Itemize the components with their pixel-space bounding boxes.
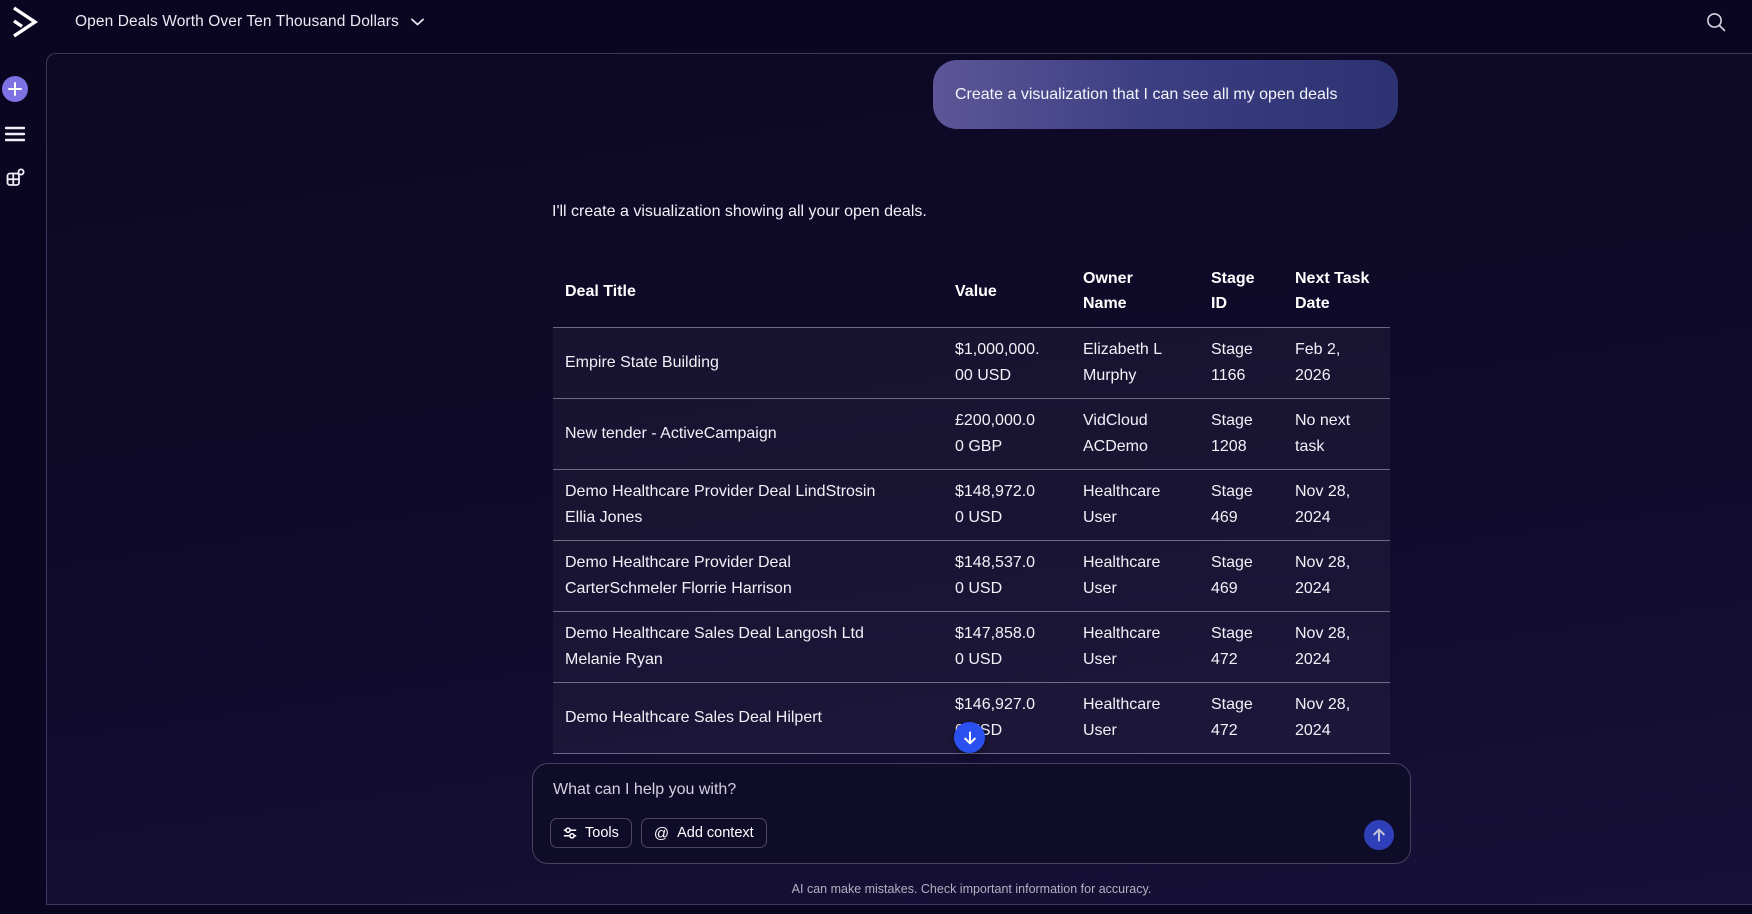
send-button[interactable] [1364, 820, 1394, 850]
top-bar: Open Deals Worth Over Ten Thousand Dolla… [0, 0, 1752, 44]
chevron-down-icon [410, 18, 424, 26]
deals-table: Deal Title Value Owner Name Stage ID Next Ta… [553, 256, 1390, 754]
table-cell: No next task [1283, 398, 1390, 470]
widgets-icon [6, 168, 25, 186]
column-header: Next Task Date [1283, 256, 1390, 328]
column-header: Value [943, 256, 1071, 328]
tune-icon [563, 827, 577, 839]
table-cell: $148,972.00 USD [943, 469, 1071, 541]
table-header-row: Deal Title Value Owner Name Stage ID Next Ta… [553, 256, 1390, 328]
app-logo-icon [7, 6, 41, 38]
column-header: Stage ID [1199, 256, 1283, 328]
ai-disclaimer: AI can make mistakes. Check important in… [791, 882, 1152, 896]
tools-button-label: Tools [585, 825, 619, 841]
table-cell: Demo Healthcare Sales Deal Langosh Ltd M… [553, 611, 943, 683]
table-cell: Nov 28, 2024 [1283, 540, 1390, 612]
conversation-title: Open Deals Worth Over Ten Thousand Dolla… [75, 13, 399, 30]
table-cell: Stage 1208 [1199, 398, 1283, 470]
table-cell: Healthcare User [1071, 469, 1199, 541]
chat-panel: Create a visualization that I can see al… [46, 53, 1752, 905]
table-cell: Feb 2, 2026 [1283, 327, 1390, 399]
table-cell: Nov 28, 2024 [1283, 611, 1390, 683]
table-cell: Stage 472 [1199, 682, 1283, 754]
table-cell: Empire State Building [553, 327, 943, 399]
table-cell: Healthcare User [1071, 682, 1199, 754]
table-cell: Stage 469 [1199, 540, 1283, 612]
table-cell: New tender - ActiveCampaign [553, 398, 943, 470]
table-cell: $1,000,000.00 USD [943, 327, 1071, 399]
add-context-button[interactable]: @ Add context [640, 818, 767, 848]
table-cell: Stage 472 [1199, 611, 1283, 683]
table-cell: Demo Healthcare Provider Deal LindStrosi… [553, 469, 943, 541]
table-cell: $147,858.00 USD [943, 611, 1071, 683]
table-row: Demo Healthcare Sales Deal Hilpert $146,9… [553, 682, 1390, 754]
arrow-up-icon [1373, 828, 1385, 842]
left-rail [0, 44, 46, 914]
at-sign-icon: @ [653, 824, 670, 842]
table-row: Demo Healthcare Provider Deal LindStrosi… [553, 469, 1390, 541]
table-cell: £200,000.00 GBP [943, 398, 1071, 470]
search-button[interactable] [1705, 11, 1727, 33]
assistant-message: I'll create a visualization showing all … [552, 203, 927, 220]
composer-toolbar: Tools @ Add context [550, 818, 767, 848]
new-chat-button[interactable] [2, 76, 28, 102]
column-header: Owner Name [1071, 256, 1199, 328]
message-composer: Tools @ Add context [532, 763, 1411, 864]
user-message-text: Create a visualization that I can see al… [955, 85, 1338, 103]
hamburger-icon [5, 126, 25, 142]
arrow-down-icon [963, 731, 976, 744]
table-cell: Demo Healthcare Provider Deal CarterSchm… [553, 540, 943, 612]
table-cell: Nov 28, 2024 [1283, 682, 1390, 754]
table-cell: VidCloud ACDemo [1071, 398, 1199, 470]
column-header: Deal Title [553, 256, 943, 328]
table-cell: $148,537.00 USD [943, 540, 1071, 612]
table-cell: Demo Healthcare Sales Deal Hilpert [553, 682, 943, 754]
table-row: Empire State Building $1,000,000.00 USD El… [553, 327, 1390, 399]
scroll-to-bottom-button[interactable] [954, 722, 985, 753]
add-context-button-label: Add context [677, 825, 754, 841]
tools-button[interactable]: Tools [550, 818, 632, 848]
composer-input[interactable] [553, 776, 1323, 804]
search-icon [1707, 13, 1726, 32]
table-row: Demo Healthcare Provider Deal CarterSchm… [553, 540, 1390, 612]
table-cell: Stage 1166 [1199, 327, 1283, 399]
table-row: New tender - ActiveCampaign £200,000.00 G… [553, 398, 1390, 470]
table-cell: Healthcare User [1071, 611, 1199, 683]
plus-icon [8, 82, 22, 96]
table-cell: Nov 28, 2024 [1283, 469, 1390, 541]
menu-button[interactable] [4, 123, 26, 145]
widgets-button[interactable] [4, 167, 26, 189]
conversation-title-dropdown[interactable]: Open Deals Worth Over Ten Thousand Dolla… [75, 0, 424, 44]
user-message-bubble: Create a visualization that I can see al… [933, 60, 1398, 129]
table-cell: Stage 469 [1199, 469, 1283, 541]
table-cell: Healthcare User [1071, 540, 1199, 612]
table-cell: Elizabeth L Murphy [1071, 327, 1199, 399]
table-row: Demo Healthcare Sales Deal Langosh Ltd M… [553, 611, 1390, 683]
